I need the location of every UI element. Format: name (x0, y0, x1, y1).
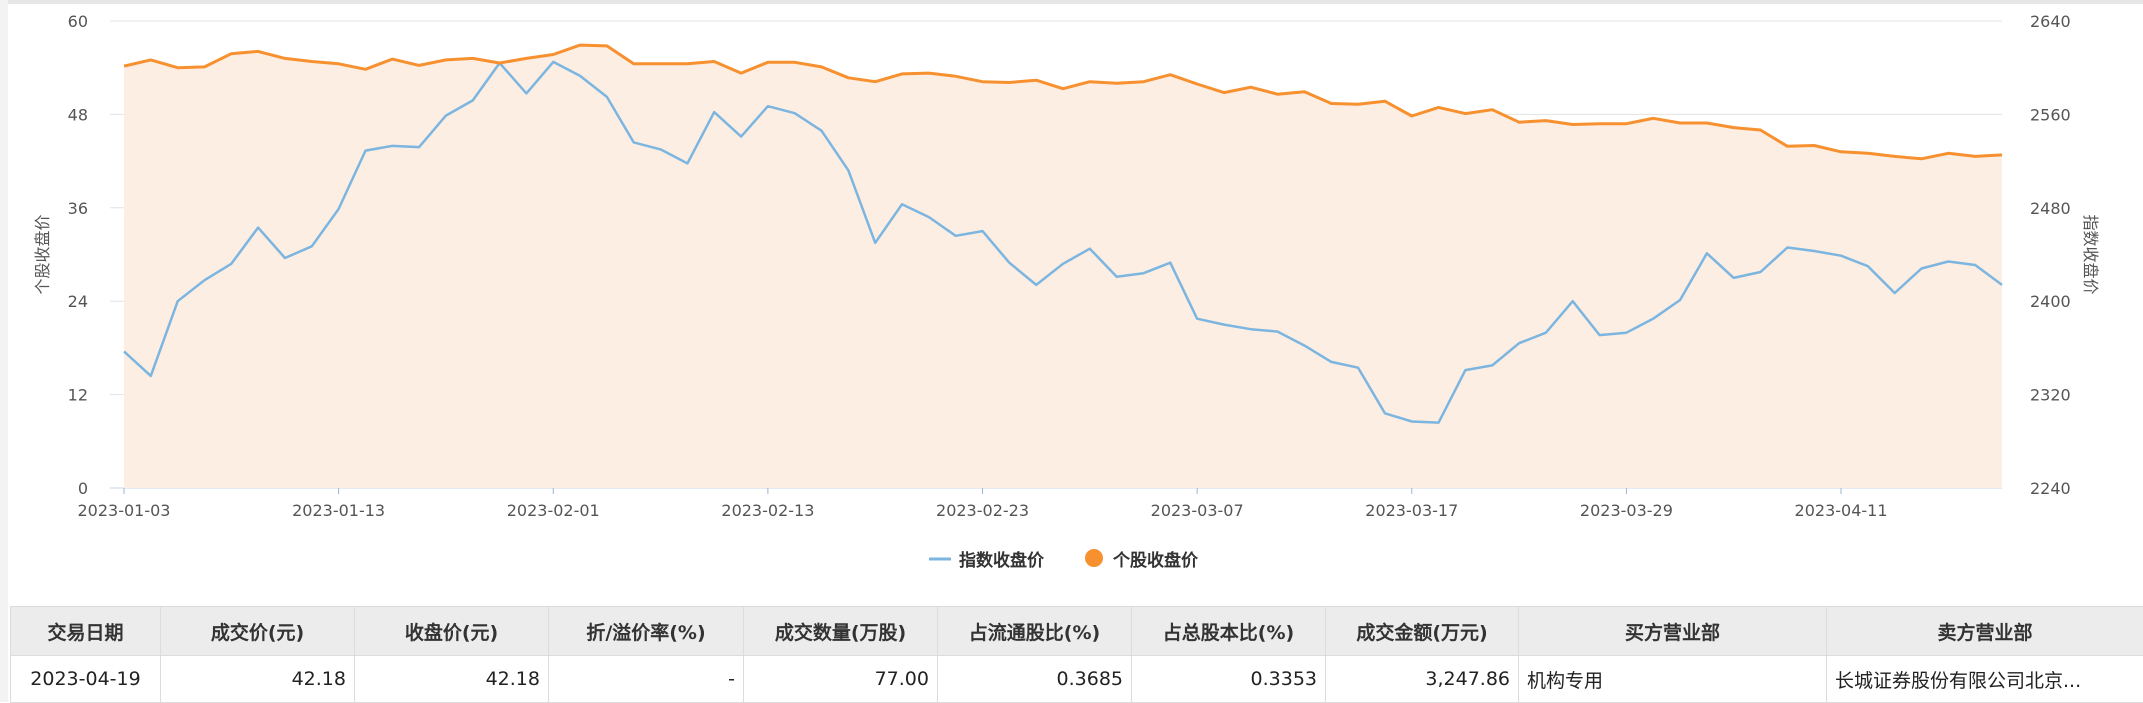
y-right-tick-label: 2480 (2030, 199, 2071, 218)
col-header-deal-price[interactable]: 成交价(元) (161, 607, 355, 656)
y-left-tick-label: 12 (68, 386, 88, 405)
cell-seller[interactable]: 长城证券股份有限公司北京... (1827, 656, 2143, 703)
legend[interactable]: 指数收盘价 个股收盘价 (929, 549, 1199, 571)
x-tick-label: 2023-03-07 (1151, 501, 1244, 520)
y-right-tick-label: 2320 (2030, 386, 2071, 405)
y-left-tick-label: 48 (68, 105, 88, 124)
col-header-total-ratio[interactable]: 占总股本比(%) (1132, 607, 1326, 656)
x-tick-label: 2023-02-13 (721, 501, 814, 520)
col-header-amount[interactable]: 成交金额(万元) (1326, 607, 1519, 656)
y-left-tick-label: 24 (68, 292, 88, 311)
col-header-trade-date[interactable]: 交易日期 (11, 607, 161, 656)
cell-premium-rate: - (549, 656, 744, 703)
col-header-buyer[interactable]: 买方营业部 (1519, 607, 1827, 656)
price-chart: 0 12 24 36 48 60 2240 2320 2400 2480 2560 2640 2023-… (0, 0, 2143, 600)
x-tick-label: 2023-01-03 (78, 501, 171, 520)
x-tick-label: 2023-03-29 (1580, 501, 1673, 520)
cell-trade-date: 2023-04-19 (11, 656, 161, 703)
table-header-row: 交易日期 成交价(元) 收盘价(元) 折/溢价率(%) 成交数量(万股) 占流通… (11, 607, 2143, 656)
x-tick-label: 2023-03-17 (1365, 501, 1458, 520)
y-right-axis-title: 指数收盘价 (2081, 214, 2100, 294)
cell-buyer[interactable]: 机构专用 (1519, 656, 1827, 703)
y-left-tick-label: 60 (68, 12, 88, 31)
x-tick-label: 2023-02-23 (936, 501, 1029, 520)
x-tick-label: 2023-01-13 (292, 501, 385, 520)
col-header-volume[interactable]: 成交数量(万股) (744, 607, 938, 656)
cell-volume: 77.00 (744, 656, 938, 703)
col-header-seller[interactable]: 卖方营业部 (1827, 607, 2143, 656)
y-right-tick-label: 2640 (2030, 12, 2071, 31)
legend-index-label[interactable]: 指数收盘价 (959, 550, 1045, 571)
col-header-close-price[interactable]: 收盘价(元) (355, 607, 549, 656)
y-left-tick-label: 36 (68, 199, 88, 218)
cell-deal-price: 42.18 (161, 656, 355, 703)
cell-amount: 3,247.86 (1326, 656, 1519, 703)
col-header-float-ratio[interactable]: 占流通股比(%) (938, 607, 1132, 656)
x-tick-label: 2023-02-01 (507, 501, 600, 520)
cell-float-ratio: 0.3685 (938, 656, 1132, 703)
col-header-premium-rate[interactable]: 折/溢价率(%) (549, 607, 744, 656)
legend-stock-label[interactable]: 个股收盘价 (1112, 550, 1199, 571)
y-right-tick-label: 2240 (2030, 479, 2071, 498)
cell-total-ratio: 0.3353 (1132, 656, 1326, 703)
cell-close-price: 42.18 (355, 656, 549, 703)
y-right-tick-label: 2400 (2030, 292, 2071, 311)
y-right-tick-label: 2560 (2030, 105, 2071, 124)
x-tick-label: 2023-04-11 (1795, 501, 1888, 520)
y-left-axis-title: 个股收盘价 (33, 214, 52, 294)
table-row: 2023-04-19 42.18 42.18 - 77.00 0.3685 0.… (11, 656, 2143, 703)
y-left-tick-label: 0 (78, 479, 88, 498)
block-trade-table: 交易日期 成交价(元) 收盘价(元) 折/溢价率(%) 成交数量(万股) 占流通… (10, 606, 2143, 703)
legend-stock-dot-icon (1085, 549, 1103, 567)
